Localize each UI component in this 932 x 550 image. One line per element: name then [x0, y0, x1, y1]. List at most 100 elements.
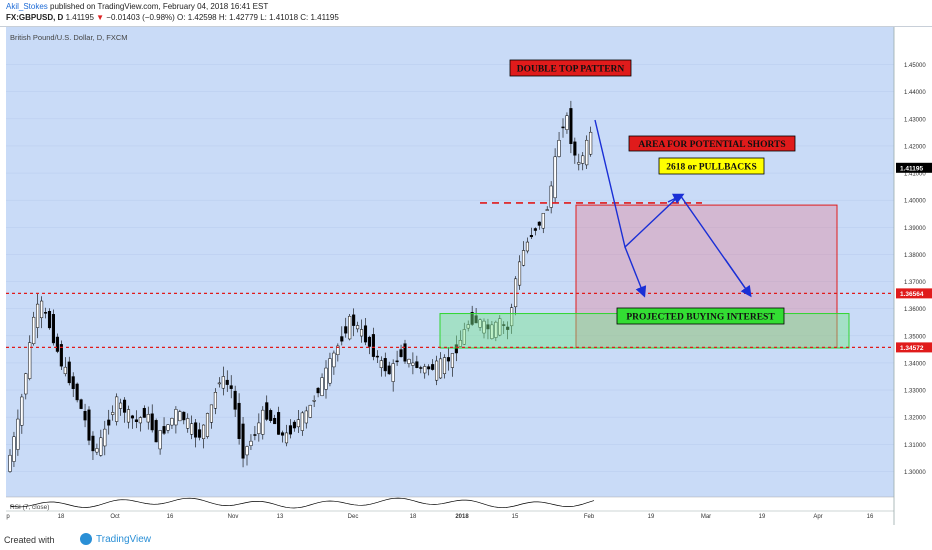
y-tick-label: 1.37000	[904, 280, 926, 286]
candle-body	[431, 364, 435, 370]
arrow-to-support	[624, 246, 647, 298]
candle-body	[435, 360, 439, 381]
candle-body	[99, 437, 103, 456]
candle-body	[154, 420, 158, 443]
candle-body	[32, 316, 36, 344]
candle-body	[391, 363, 395, 382]
candle-body	[470, 312, 474, 325]
candle-body	[565, 115, 569, 130]
candle-body	[352, 314, 356, 326]
candle-body	[549, 185, 553, 208]
tradingview-brand[interactable]: TradingView	[96, 534, 152, 545]
candle-body	[158, 430, 162, 450]
price-label-text: 1.36564	[900, 291, 924, 298]
candle-body	[249, 440, 253, 446]
x-tick-label: 19	[648, 514, 655, 520]
candle-body	[134, 419, 138, 423]
candle-body	[521, 250, 526, 266]
annotation-box	[628, 135, 796, 152]
candle-body	[446, 357, 450, 362]
candle-body	[142, 407, 146, 418]
publish-line: Akil_Stokes published on TradingView.com…	[6, 2, 268, 12]
candle-body	[450, 353, 454, 368]
candle-body	[63, 366, 67, 375]
candle-body	[573, 141, 577, 156]
candle-body	[407, 358, 411, 364]
candle-body	[320, 377, 324, 397]
x-tick-label: Oct	[110, 514, 120, 520]
candle-body	[261, 409, 265, 435]
candle-body	[178, 411, 182, 422]
candle-body	[229, 385, 233, 389]
candle-body	[367, 336, 371, 347]
y-tick-label: 1.36000	[904, 307, 926, 313]
candle-body	[209, 404, 213, 423]
tradingview-logo-icon	[80, 533, 92, 545]
price-change: −0.01403 (−0.98%)	[106, 13, 175, 22]
candle-body	[83, 411, 87, 421]
candle-body	[16, 418, 20, 450]
candle-body	[24, 373, 28, 395]
candle-body	[383, 358, 387, 372]
x-tick-label: 15	[512, 514, 519, 520]
candle-body	[170, 418, 174, 426]
y-tick-label: 1.31000	[904, 443, 926, 449]
y-tick-label: 1.41000	[904, 172, 926, 178]
candle-body	[296, 419, 300, 428]
candle-body	[482, 320, 486, 334]
candle-body	[399, 349, 403, 357]
candle-body	[67, 361, 71, 384]
candle-body	[462, 329, 466, 345]
candle-body	[233, 390, 237, 410]
candle-body	[138, 417, 142, 424]
candle-body	[265, 402, 269, 420]
candle-body	[150, 413, 154, 431]
chart-title: British Pound/U.S. Dollar, D, FXCM	[10, 33, 128, 42]
candle-body	[205, 413, 210, 437]
candle-body	[12, 436, 16, 462]
candle-body	[36, 303, 40, 328]
price-chart[interactable]: British Pound/U.S. Dollar, D, FXCM 1.300…	[0, 27, 932, 525]
ohlc-values: O: 1.42598 H: 1.42779 L: 1.41018 C: 1.41…	[177, 13, 339, 22]
candle-body	[510, 307, 514, 327]
last-price: 1.41195	[65, 13, 94, 22]
candle-body	[466, 324, 470, 329]
y-tick-label: 1.40000	[904, 199, 926, 205]
candle-body	[375, 355, 379, 358]
candle-body	[360, 329, 364, 337]
candle-body	[273, 418, 277, 425]
candle-body	[71, 376, 75, 389]
x-tick-label: 16	[167, 514, 174, 520]
author-link[interactable]: Akil_Stokes	[6, 2, 48, 11]
y-tick-label: 1.33000	[904, 389, 926, 395]
price-label-bg	[896, 342, 932, 353]
candle-body	[312, 400, 316, 402]
candle-body	[340, 336, 344, 342]
candle-body	[553, 156, 557, 199]
candle-body	[190, 423, 194, 435]
y-tick-label: 1.44000	[904, 90, 926, 96]
symbol-label: FX:GBPUSD, D	[6, 13, 64, 22]
annotation-text: DOUBLE TOP PATTERN	[517, 65, 625, 75]
candle-body	[87, 409, 91, 441]
candle-body	[525, 241, 530, 252]
candle-body	[304, 410, 308, 424]
y-tick-label: 1.34000	[904, 361, 926, 367]
candle-body	[202, 424, 206, 440]
chart-frame[interactable]: British Pound/U.S. Dollar, D, FXCM 1.300…	[0, 26, 932, 525]
candle-body	[328, 358, 332, 384]
candle-body	[55, 336, 59, 352]
candle-body	[51, 314, 56, 344]
candle-body	[529, 235, 533, 238]
candle-body	[427, 366, 431, 370]
price-labels: 1.41195 1.36564 1.34572	[896, 162, 932, 353]
candle-body	[79, 399, 83, 409]
candle-body	[123, 399, 127, 413]
candle-body	[589, 131, 593, 155]
candle-body	[442, 357, 447, 375]
candle-body	[281, 432, 285, 436]
candle-body	[324, 367, 328, 390]
symbol-line: FX:GBPUSD, D 1.41195 ▼ −0.01403 (−0.98%)…	[6, 13, 339, 23]
candle-body	[20, 396, 24, 426]
candle-body	[103, 428, 107, 447]
